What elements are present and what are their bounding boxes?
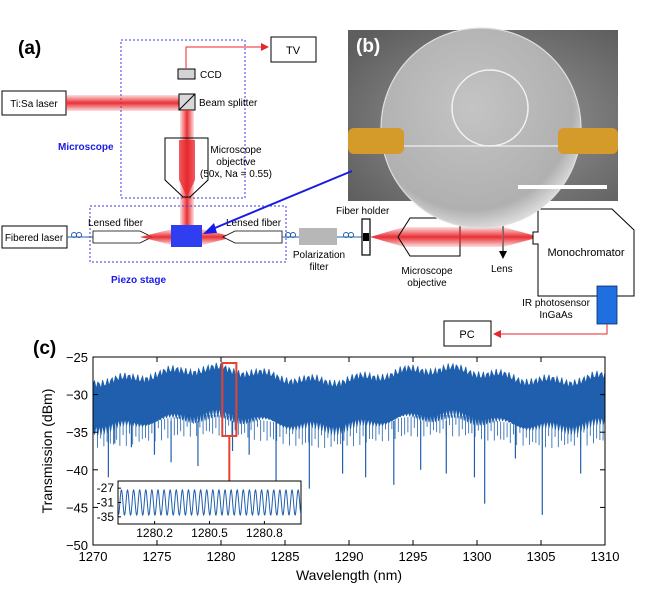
inset-x-tick-label: 1280.8: [246, 526, 283, 540]
inset-y-tick-label: -27: [97, 481, 115, 495]
polarization-label-line1: Polarization: [293, 250, 345, 261]
inset-y-tick-label: -31: [97, 496, 115, 510]
x-tick-label: 1270: [79, 549, 108, 564]
objective-focus: [179, 140, 195, 197]
photosensor-label-line2: InGaAs: [539, 310, 572, 321]
lensed-fiber-left: [92, 230, 153, 244]
objective-label-line1: Microscope: [210, 145, 262, 156]
x-tick-label: 1285: [271, 549, 300, 564]
y-tick-label: −35: [66, 425, 88, 440]
inset-y-tick-label: -35: [97, 510, 115, 524]
sem-pointer-arrowhead: [203, 223, 217, 234]
polarization-filter-icon: [299, 228, 337, 245]
collimated-beam: [404, 227, 502, 247]
fiber-loop: [348, 232, 354, 238]
sem-image: [348, 27, 618, 229]
y-tick-label: −25: [66, 350, 88, 365]
photosensor-label-line1: IR photosensor: [522, 298, 590, 309]
beam-splitter-diagonal: [178, 93, 196, 111]
x-tick-label: 1275: [143, 549, 172, 564]
main-chart: 1270 1275 1280 1285 1290 1295 1300 1305 1310 −50 −…: [39, 350, 619, 583]
ccd-label: CCD: [200, 70, 222, 81]
lensed-fiber-right: [222, 230, 283, 244]
noise-band: [93, 362, 605, 436]
panel-a-label: (a): [18, 38, 41, 59]
laser-box: [1, 90, 67, 116]
x-tick-label: 1310: [591, 549, 620, 564]
lensed-fiber-left-label: Lensed fiber: [88, 218, 144, 229]
objective2-label-line1: Microscope: [401, 266, 453, 277]
fiber-loop: [290, 232, 296, 238]
laser-label: Ti:Sa laser: [10, 99, 58, 110]
objective2-label-line2: objective: [407, 278, 447, 289]
tv-label: TV: [286, 45, 301, 57]
piezo-stage-label: Piezo stage: [111, 275, 166, 286]
ccd-icon: [177, 68, 196, 80]
x-tick-label: 1305: [527, 549, 556, 564]
monochromator-box: [532, 208, 635, 297]
fiber-loop: [76, 232, 82, 238]
panel-b-label: (b): [356, 36, 380, 57]
beam-left: [140, 229, 172, 245]
pc-signal-line: [493, 324, 608, 338]
x-tick-label: 1280: [207, 549, 236, 564]
monochromator-label: Monochromator: [547, 247, 624, 259]
inset-chart: 1280.2 1280.5 1280.8 -27-31-35: [97, 480, 302, 540]
x-tick-label: 1290: [335, 549, 364, 564]
polarization-label-line2: filter: [310, 262, 330, 273]
inset-x-tick-label: 1280.5: [191, 526, 228, 540]
tv-box: [270, 36, 317, 63]
y-tick-label: −30: [66, 388, 88, 403]
pc-box: [443, 320, 492, 347]
ccd-signal-line: [185, 43, 269, 68]
y-tick-label: −45: [66, 500, 88, 515]
divergent-beam: [370, 227, 404, 247]
inset-series: [118, 488, 301, 517]
objective-label-line3: (50x, Na = 0.55): [200, 169, 272, 180]
photosensor-icon: [596, 285, 618, 325]
objective-label-line2: objective: [216, 157, 256, 168]
y-axis-label: Transmission (dBm): [39, 389, 55, 514]
transmission-series: [93, 362, 605, 515]
x-axis-label: Wavelength (nm): [296, 567, 402, 583]
microscope-label: Microscope: [58, 142, 114, 153]
fiber-holder-core: [363, 233, 369, 241]
fiber-holder-label: Fiber holder: [336, 206, 390, 217]
y-tick-label: −50: [66, 538, 88, 553]
objective-icon: [164, 137, 209, 198]
sem-pointer-arrow: [209, 170, 353, 231]
sample-chip: [171, 225, 202, 247]
laser-beam: [66, 95, 179, 111]
fibered-laser-label: Fibered laser: [5, 233, 64, 244]
inset-frame: [117, 480, 302, 525]
pc-label: PC: [459, 329, 474, 341]
x-tick-label: 1300: [463, 549, 492, 564]
inset-x-tick-label: 1280.2: [136, 526, 173, 540]
beam-splitter-label: Beam splitter: [199, 98, 258, 109]
panel-c-label: (c): [33, 338, 56, 359]
focusing-beam: [503, 227, 540, 247]
lensed-fiber-right-label: Lensed fiber: [226, 218, 282, 229]
x-tick-label: 1295: [399, 549, 428, 564]
lens-label: Lens: [491, 264, 513, 275]
y-tick-label: −40: [66, 463, 88, 478]
